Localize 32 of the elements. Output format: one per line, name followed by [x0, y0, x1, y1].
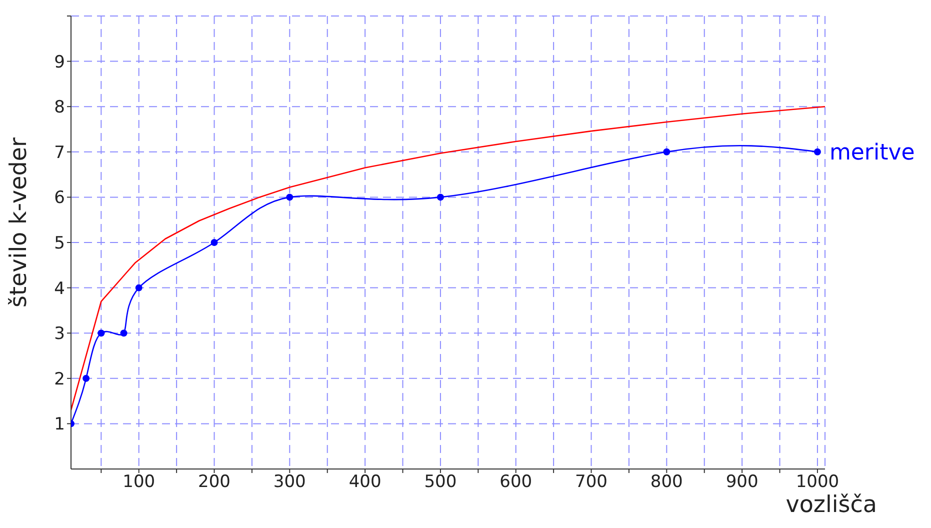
point — [286, 194, 294, 201]
y-tick-label: 8 — [54, 98, 65, 118]
y-tick-label: 4 — [54, 278, 65, 299]
series-label: meritve — [829, 140, 915, 166]
point — [663, 148, 670, 156]
y-tick-label: 5 — [54, 234, 65, 254]
point — [436, 194, 444, 201]
point — [82, 374, 90, 382]
x-axis-title: vozlišča — [786, 492, 877, 518]
y-tick-label: 7 — [54, 142, 65, 163]
y-axis-title: število k-veder — [6, 137, 32, 308]
x-tick-label: 500 — [424, 472, 457, 492]
y-tick-label: 3 — [54, 324, 65, 344]
point — [135, 284, 142, 292]
x-tick-label: 100 — [122, 472, 156, 492]
point — [814, 148, 821, 156]
point — [210, 239, 218, 246]
x-tick-label: 600 — [500, 472, 532, 492]
point — [120, 330, 128, 337]
y-tick-label: 6 — [54, 188, 65, 208]
y-tick-label: 2 — [54, 369, 65, 390]
x-tick-label: 700 — [575, 472, 608, 492]
x-tick-label: 200 — [198, 472, 230, 492]
line-series — [71, 106, 825, 411]
x-tick-label: 300 — [273, 472, 306, 492]
x-tick-label: 400 — [348, 472, 382, 492]
x-tick-label: 1000 — [796, 472, 840, 492]
y-tick-label: 1 — [54, 414, 65, 435]
x-tick-label: 800 — [650, 472, 683, 492]
point — [98, 330, 105, 337]
x-tick-label: 900 — [726, 472, 758, 492]
y-tick-label: 9 — [54, 52, 65, 72]
